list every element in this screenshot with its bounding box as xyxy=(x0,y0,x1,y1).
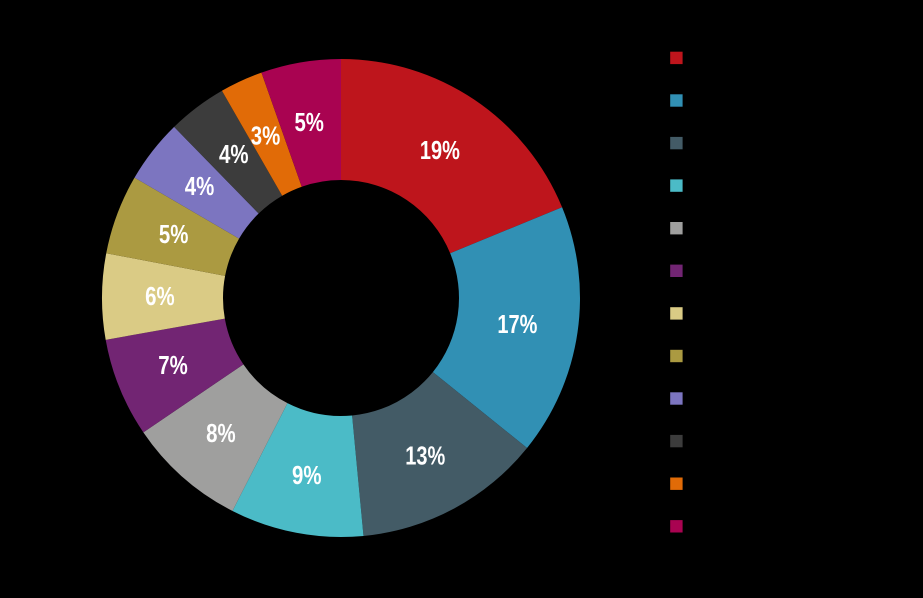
svg-text:9%: 9% xyxy=(292,460,322,490)
svg-text:3%: 3% xyxy=(251,120,281,150)
svg-text:4%: 4% xyxy=(185,171,215,201)
svg-text:6%: 6% xyxy=(145,281,175,311)
svg-text:13%: 13% xyxy=(405,441,445,471)
svg-text:5%: 5% xyxy=(294,107,324,137)
svg-text:19%: 19% xyxy=(420,135,460,165)
svg-text:5%: 5% xyxy=(159,219,189,249)
svg-text:4%: 4% xyxy=(219,139,249,169)
svg-text:8%: 8% xyxy=(206,418,236,448)
svg-text:17%: 17% xyxy=(497,309,537,339)
svg-text:7%: 7% xyxy=(158,350,188,380)
